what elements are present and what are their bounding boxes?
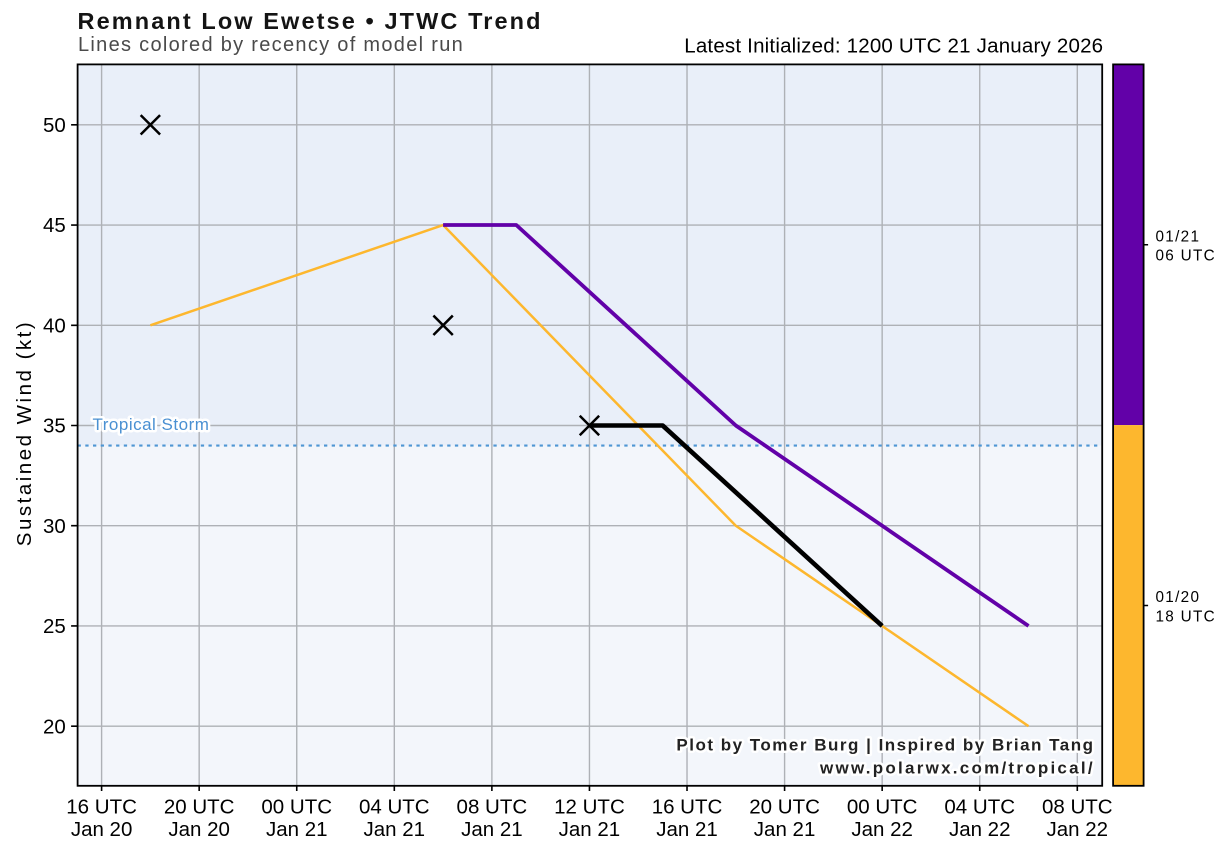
svg-text:Lines colored by recency of mo: Lines colored by recency of model run: [78, 34, 464, 56]
svg-text:01/21: 01/21: [1156, 228, 1201, 245]
svg-text:16 UTC: 16 UTC: [652, 796, 723, 819]
svg-text:20 UTC: 20 UTC: [749, 796, 820, 819]
svg-text:Jan 21: Jan 21: [656, 818, 718, 841]
svg-text:Plot by Tomer Burg | Inspired: Plot by Tomer Burg | Inspired by Brian T…: [676, 736, 1094, 755]
svg-text:16 UTC: 16 UTC: [66, 796, 137, 819]
svg-text:01/20: 01/20: [1156, 589, 1201, 606]
svg-text:Sustained Wind (kt): Sustained Wind (kt): [13, 320, 36, 546]
svg-text:00 UTC: 00 UTC: [261, 796, 332, 819]
svg-text:40: 40: [43, 314, 66, 337]
svg-text:30: 30: [43, 515, 66, 538]
svg-text:Jan 21: Jan 21: [559, 818, 621, 841]
svg-text:Jan 22: Jan 22: [949, 818, 1011, 841]
svg-text:Remnant Low Ewetse • JTWC Tren: Remnant Low Ewetse • JTWC Trend: [78, 8, 543, 34]
svg-text:06 UTC: 06 UTC: [1156, 248, 1217, 265]
svg-text:04 UTC: 04 UTC: [944, 796, 1015, 819]
svg-text:18 UTC: 18 UTC: [1156, 608, 1217, 625]
svg-text:Jan 21: Jan 21: [754, 818, 816, 841]
svg-text:20 UTC: 20 UTC: [164, 796, 235, 819]
svg-text:04 UTC: 04 UTC: [359, 796, 430, 819]
svg-text:Jan 21: Jan 21: [461, 818, 523, 841]
svg-text:12 UTC: 12 UTC: [554, 796, 625, 819]
svg-text:Jan 22: Jan 22: [851, 818, 913, 841]
svg-text:Jan 22: Jan 22: [1047, 818, 1109, 841]
svg-text:20: 20: [43, 715, 66, 738]
svg-text:Jan 20: Jan 20: [168, 818, 230, 841]
svg-text:www.polarwx.com/tropical/: www.polarwx.com/tropical/: [819, 759, 1095, 778]
svg-text:08 UTC: 08 UTC: [1042, 796, 1113, 819]
svg-text:08 UTC: 08 UTC: [457, 796, 528, 819]
svg-text:35: 35: [43, 415, 66, 438]
svg-text:50: 50: [43, 114, 66, 137]
svg-text:Jan 21: Jan 21: [266, 818, 328, 841]
svg-text:45: 45: [43, 214, 66, 237]
svg-text:Jan 21: Jan 21: [364, 818, 426, 841]
svg-text:25: 25: [43, 615, 66, 638]
svg-text:Jan 20: Jan 20: [71, 818, 133, 841]
svg-text:Tropical Storm: Tropical Storm: [93, 415, 210, 434]
svg-text:00 UTC: 00 UTC: [847, 796, 918, 819]
svg-text:Latest Initialized: 1200 UTC 2: Latest Initialized: 1200 UTC 21 January …: [684, 35, 1103, 58]
